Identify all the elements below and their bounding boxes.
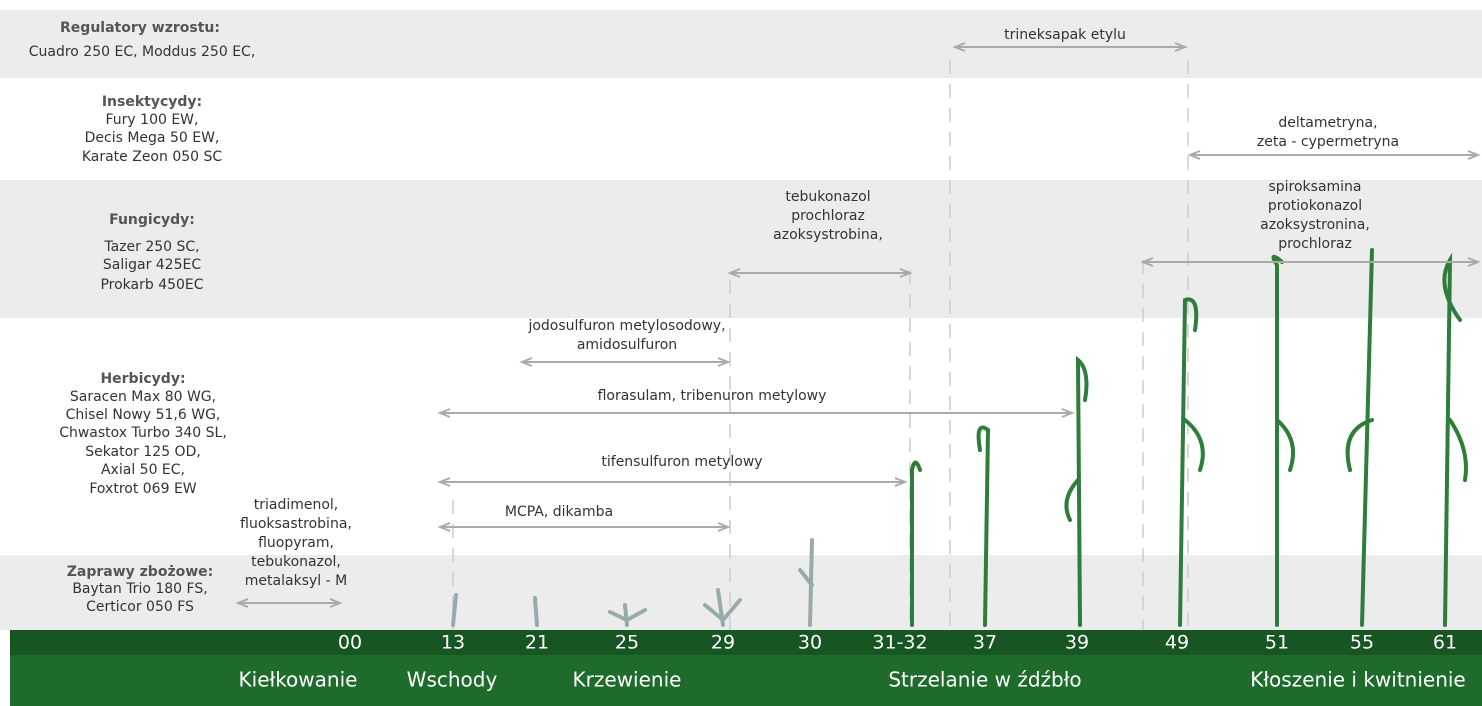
stage-number: 31-32 xyxy=(872,632,927,654)
treatment-label: spiroksamina xyxy=(1268,179,1361,195)
group-heading: Regulatory wzrostu: xyxy=(60,20,220,36)
group-item: Cuadro 250 EC, Moddus 250 EC, xyxy=(29,44,256,60)
group-heading: Zaprawy zbożowe: xyxy=(67,564,214,580)
stage-number: 29 xyxy=(711,632,735,654)
group-item: Prokarb 450EC xyxy=(100,277,203,293)
stage-number: 55 xyxy=(1350,632,1374,654)
arrow xyxy=(437,477,908,487)
stage-number: 30 xyxy=(798,632,822,654)
treatment-label: fluoksastrobina, xyxy=(240,516,352,532)
treatment-label: fluopyram, xyxy=(258,535,334,551)
group-heading: Insektycydy: xyxy=(102,94,202,110)
treatment-label: jodosulfuron metylosodowy, xyxy=(527,318,725,334)
treatment-label: MCPA, dikamba xyxy=(505,504,613,520)
arrow xyxy=(437,522,731,532)
stage-number: 13 xyxy=(441,632,465,654)
treatment-label: amidosulfuron xyxy=(577,337,677,353)
stage-number: 49 xyxy=(1165,632,1189,654)
treatment-label: trineksapak etylu xyxy=(1004,27,1126,43)
treatment-label: deltametryna, xyxy=(1278,115,1377,131)
stage-number: 61 xyxy=(1433,632,1457,654)
phase-label: Strzelanie w źdźbło xyxy=(888,668,1081,692)
treatment-label: metalaksyl - M xyxy=(245,573,347,589)
arrow xyxy=(1187,150,1481,160)
group-item: Saligar 425EC xyxy=(103,257,201,273)
treatment-label: azoksystrobina, xyxy=(773,227,883,243)
treatment-label: prochloraz xyxy=(791,208,865,224)
treatment-label: florasulam, tribenuron metylowy xyxy=(598,388,827,404)
treatment-label: azoksystronina, xyxy=(1260,217,1370,233)
group-item: Decis Mega 50 EW, xyxy=(85,130,220,146)
stage-number: 39 xyxy=(1065,632,1089,654)
arrow xyxy=(519,357,731,367)
band xyxy=(0,10,1482,78)
group-item: Certicor 050 FS xyxy=(86,599,194,615)
arrow xyxy=(437,408,1075,418)
stage-number: 25 xyxy=(615,632,639,654)
stage-strip xyxy=(10,630,1482,655)
stage-number: 21 xyxy=(525,632,549,654)
group-heading: Herbicydy: xyxy=(100,371,185,387)
group-item: Foxtrot 069 EW xyxy=(89,481,196,497)
arrow xyxy=(235,598,343,608)
group-item: Karate Zeon 050 SC xyxy=(82,149,223,165)
group-item: Sekator 125 OD, xyxy=(85,444,201,460)
group-item: Chisel Nowy 51,6 WG, xyxy=(66,407,221,423)
phase-label: Wschody xyxy=(407,668,498,692)
phase-label: Krzewienie xyxy=(573,668,682,692)
treatment-label: prochloraz xyxy=(1278,236,1352,252)
stage-number: 37 xyxy=(973,632,997,654)
band xyxy=(0,555,1482,630)
treatment-label: tebukonazol xyxy=(785,189,870,205)
group-item: Baytan Trio 180 FS, xyxy=(72,581,207,597)
plants xyxy=(451,248,1468,627)
arrow xyxy=(1140,257,1481,267)
phase-label: Kiełkowanie xyxy=(239,668,358,692)
group-item: Axial 50 EC, xyxy=(101,462,185,478)
stage-number: 51 xyxy=(1265,632,1289,654)
treatment-label: zeta - cypermetryna xyxy=(1257,134,1399,150)
treatment-label: protiokonazol xyxy=(1268,198,1362,214)
treatment-label: tifensulfuron metylowy xyxy=(601,454,762,470)
group-heading: Fungicydy: xyxy=(109,212,195,228)
arrow xyxy=(727,268,913,278)
band xyxy=(0,180,1482,318)
group-item: Fury 100 EW, xyxy=(106,112,199,128)
treatment-label: tebukonazol, xyxy=(251,554,341,570)
group-item: Saracen Max 80 WG, xyxy=(70,389,216,405)
treatment-label: triadimenol, xyxy=(254,497,339,513)
group-item: Chwastox Turbo 340 SL, xyxy=(59,425,227,441)
group-item: Tazer 250 SC, xyxy=(103,239,199,255)
phase-label: Kłoszenie i kwitnienie xyxy=(1250,668,1465,692)
stage-number: 00 xyxy=(338,632,362,654)
arrow xyxy=(952,42,1188,52)
